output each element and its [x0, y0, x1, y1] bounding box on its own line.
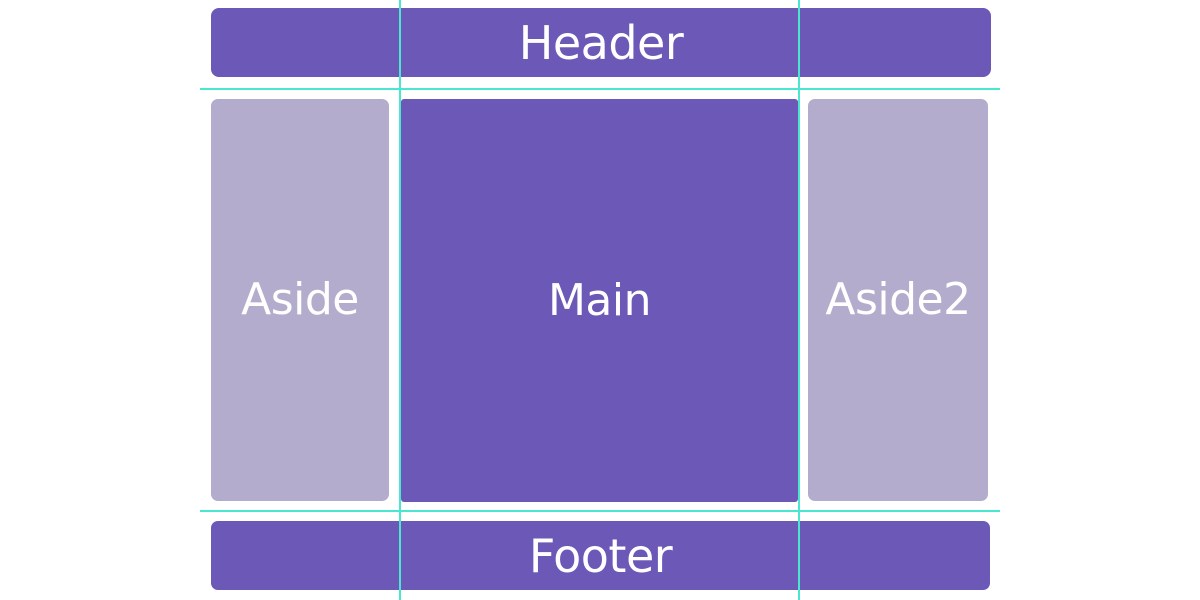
grid-line-horizontal: [200, 510, 1000, 512]
aside-area: Aside: [211, 99, 389, 501]
main-label: Main: [547, 274, 652, 326]
aside2-area: Aside2: [808, 99, 988, 501]
grid-line-vertical: [798, 0, 800, 600]
aside-label: Aside: [241, 274, 359, 325]
aside2-label: Aside2: [825, 274, 971, 325]
footer-area: Footer: [211, 521, 990, 590]
footer-label: Footer: [528, 528, 673, 583]
main-area: Main: [401, 99, 798, 502]
grid-line-horizontal: [200, 88, 1000, 90]
header-label: Header: [518, 15, 684, 70]
header-area: Header: [211, 8, 991, 77]
